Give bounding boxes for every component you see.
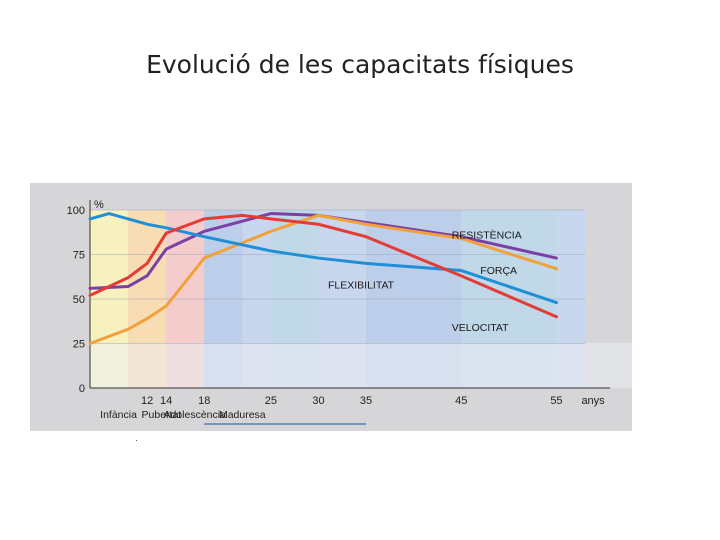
series-label: RESISTÈNCIA (452, 228, 522, 241)
x-tick-label: 18 (198, 395, 210, 407)
series-line (88, 212, 558, 290)
x-tick-label: 30 (312, 395, 324, 407)
x-tick-label: 35 (360, 395, 372, 407)
x-tick-label: 55 (550, 395, 562, 407)
stray-mark (136, 440, 137, 441)
series-label: VELOCITAT (452, 322, 509, 334)
y-tick-label: 0 (79, 383, 85, 395)
x-tick-label: 25 (265, 395, 277, 407)
y-tick-label: 25 (73, 339, 85, 351)
series-line (88, 213, 558, 319)
x-tick-label: 45 (455, 395, 467, 407)
x-tick-label: 14 (160, 395, 172, 407)
y-tick-label: 100 (67, 205, 85, 217)
series-label: FORÇA (480, 265, 517, 277)
series-label: FLEXIBILITAT (328, 279, 395, 291)
stage-label: Maduresa (219, 409, 266, 421)
slide-title: Evolució de les capacitats físiques (146, 50, 574, 79)
chart-svg: 0 25 50 75 100 % 12 14 18 25 30 35 45 55 anys Infància P… (67, 199, 632, 425)
faded-text-area (90, 343, 632, 388)
y-axis-unit: % (94, 199, 104, 211)
x-tick-label: 12 (141, 395, 153, 407)
series-line (88, 212, 558, 305)
stage-label: Infància (100, 409, 137, 421)
stage-label: Adolescència (163, 409, 226, 421)
stage-label: Pubertat (142, 409, 182, 421)
x-axis-label: anys (581, 395, 605, 407)
y-tick-label: 75 (73, 250, 85, 262)
y-tick-label: 50 (73, 294, 85, 306)
